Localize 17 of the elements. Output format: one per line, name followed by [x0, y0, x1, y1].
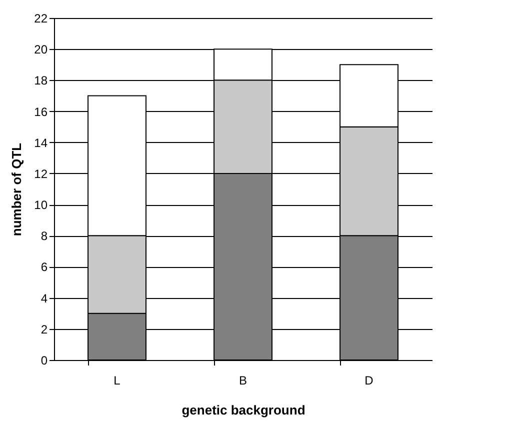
- y-tick-label: 4: [40, 291, 48, 306]
- y-tick-label: 6: [40, 260, 48, 274]
- x-axis-title: genetic background: [182, 402, 306, 418]
- y-tick-label: 0: [40, 354, 48, 368]
- x-tick-label: B: [238, 374, 248, 388]
- y-tick-label: 18: [34, 74, 48, 88]
- y-tick-label: 12: [34, 166, 48, 181]
- x-tick-label: D: [364, 374, 374, 388]
- x-tick-label: L: [114, 374, 121, 388]
- y-tick-label: 2: [40, 322, 48, 336]
- y-axis-title: number of QTL: [9, 142, 24, 236]
- y-tick-label: 8: [40, 229, 48, 244]
- y-tick-label: 10: [34, 198, 48, 212]
- y-tick-label: 20: [34, 42, 48, 57]
- y-tick-label: 14: [34, 136, 48, 150]
- y-tick-label: 22: [34, 12, 48, 26]
- y-tick-label: 16: [34, 104, 48, 119]
